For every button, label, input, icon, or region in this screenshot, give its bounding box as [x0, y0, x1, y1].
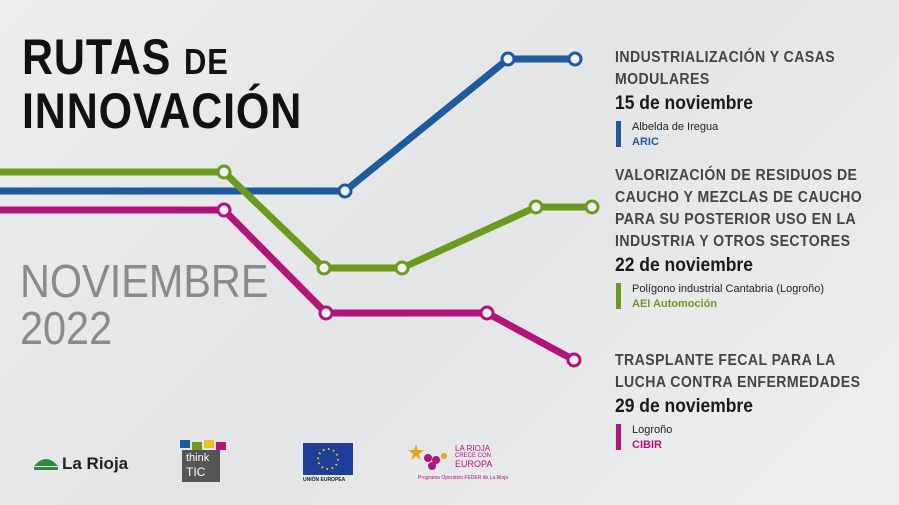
logo-square — [204, 440, 214, 448]
title-word: RUTAS — [22, 29, 172, 85]
event-org: ARIC — [632, 136, 659, 148]
event-title: PARA SU POSTERIOR USO EN LA — [615, 211, 857, 228]
event-org: AEI Automoción — [632, 298, 718, 310]
event-date: 15 de noviembre — [615, 93, 753, 114]
stop — [216, 164, 232, 180]
stop — [567, 51, 583, 67]
eu-label: UNIÓN EUROPEA — [303, 477, 346, 483]
eu-stars — [317, 448, 339, 470]
event-bar — [616, 283, 621, 309]
crece-text: EUROPA — [455, 459, 493, 469]
logo-square — [192, 442, 202, 450]
stop — [500, 51, 516, 67]
title: RUTAS DE — [22, 32, 229, 87]
stop — [394, 260, 410, 276]
think-tic-logo: think TIC — [180, 440, 228, 482]
event-place: Logroño — [632, 424, 673, 436]
logo-box — [182, 450, 220, 482]
logo-square — [216, 442, 226, 450]
event-place: Albelda de Iregua — [632, 121, 719, 133]
event-title: CAUCHO Y MEZCLAS DE CAUCHO — [615, 189, 863, 206]
stop — [584, 199, 600, 215]
logo-text: TIC — [186, 465, 206, 479]
event-title: LUCHA CONTRA ENFERMEDADES — [615, 374, 861, 391]
event-org: CIBIR — [632, 439, 662, 451]
event-title: VALORIZACIÓN DE RESIDUOS DE — [615, 167, 858, 184]
event-bar — [616, 424, 621, 450]
stop — [337, 183, 353, 199]
la-rioja-logo: La Rioja — [62, 454, 129, 473]
crece-icon — [408, 444, 447, 470]
event-date: 29 de noviembre — [615, 396, 753, 417]
stop — [566, 352, 582, 368]
crece-text: CRECE CON — [455, 453, 492, 459]
logo-text: think — [186, 452, 210, 464]
eu-flag — [303, 443, 353, 475]
event-title: INDUSTRIALIZACIÓN Y CASAS — [615, 49, 836, 66]
stop — [216, 202, 232, 218]
month: NOVIEMBRE — [20, 255, 269, 307]
event-title: TRASPLANTE FECAL PARA LA — [615, 352, 836, 369]
title-word: DE — [184, 41, 229, 82]
event-title: INDUSTRIA Y OTROS SECTORES — [615, 233, 851, 250]
route-blue — [0, 55, 575, 195]
title: INNOVACIÓN — [22, 83, 303, 139]
stop — [316, 260, 332, 276]
event-place: Polígono industrial Cantabria (Logroño) — [632, 283, 825, 295]
stop — [479, 305, 495, 321]
route-green — [0, 168, 592, 272]
stop — [528, 199, 544, 215]
event-bar — [616, 121, 621, 147]
event-title: MODULARES — [615, 71, 710, 88]
stop — [318, 305, 334, 321]
crece-text: LA RIOJA — [455, 444, 491, 453]
year: 2022 — [20, 302, 113, 354]
event-date: 22 de noviembre — [615, 255, 753, 276]
logo-square — [180, 440, 190, 448]
feder-text: Programa Operativo FEDER de La Rioja — [418, 475, 509, 481]
la-rioja-icon — [34, 459, 58, 470]
